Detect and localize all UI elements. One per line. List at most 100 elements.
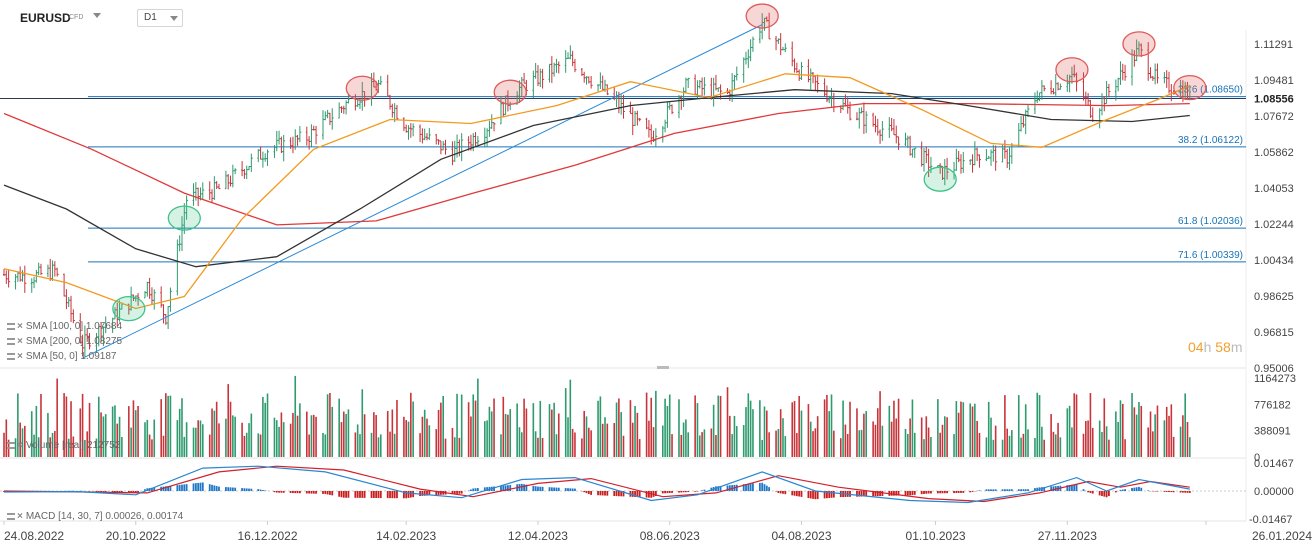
volume-bar xyxy=(888,405,891,457)
volume-bar xyxy=(1165,406,1168,457)
macd-histogram-bar xyxy=(1124,489,1126,491)
volume-bar xyxy=(195,427,197,457)
volume-bar xyxy=(1115,411,1117,457)
volume-bar xyxy=(412,401,414,457)
macd-histogram-bar xyxy=(904,491,907,496)
macd-histogram-bar xyxy=(1075,484,1078,491)
volume-bar xyxy=(745,407,747,457)
menu-icon[interactable] xyxy=(7,512,15,520)
volume-bar xyxy=(347,409,350,457)
macd-histogram-bar xyxy=(409,491,412,498)
macd-histogram-bar xyxy=(1184,491,1187,493)
macd-histogram-bar xyxy=(372,491,375,498)
pane-resize-handle[interactable] xyxy=(657,366,669,369)
volume-bar xyxy=(322,432,324,457)
legend-sma50[interactable]: × SMA [50, 0] 1.09187 xyxy=(7,351,116,362)
macd-signal-line xyxy=(3,465,1190,503)
volume-bar xyxy=(532,403,535,457)
macd-histogram-bar xyxy=(426,491,428,496)
volume-bar xyxy=(520,432,523,457)
symbol-dropdown-icon[interactable] xyxy=(93,13,101,18)
volume-bar xyxy=(472,394,475,457)
macd-histogram-bar xyxy=(1179,491,1182,493)
legend-volume[interactable]: × Volume [real] 212752 xyxy=(7,440,120,451)
volume-bar xyxy=(814,428,817,457)
macd-histogram-bar xyxy=(132,491,135,493)
macd-histogram-bar xyxy=(865,491,868,497)
volume-bar xyxy=(5,419,8,457)
volume-tick-label: 0 xyxy=(1254,452,1260,464)
legend-sma200-text: SMA [200, 0] 1.08275 xyxy=(25,336,123,347)
volume-bar xyxy=(897,398,900,457)
volume-bar xyxy=(37,437,40,457)
volume-bar xyxy=(21,428,24,457)
macd-histogram-bar xyxy=(606,491,609,496)
symbol-name[interactable]: EURUSD xyxy=(20,11,71,25)
legend-sma100[interactable]: × SMA [100, 0] 1.07684 xyxy=(7,321,122,332)
close-icon[interactable]: × xyxy=(17,336,23,347)
volume-bar xyxy=(1027,429,1029,457)
macd-histogram-bar xyxy=(215,486,218,491)
macd-histogram-bar xyxy=(969,491,972,493)
close-icon[interactable]: × xyxy=(17,321,23,332)
volume-bar xyxy=(823,399,826,457)
macd-histogram-bar xyxy=(812,491,814,499)
volume-bar xyxy=(687,432,690,457)
volume-bar xyxy=(213,410,216,457)
volume-bar xyxy=(354,432,357,457)
legend-sma200[interactable]: × SMA [200, 0] 1.08275 xyxy=(7,336,122,347)
macd-histogram-bar xyxy=(620,491,623,497)
volume-bar xyxy=(104,414,107,457)
volume-bar xyxy=(169,395,172,457)
volume-bar xyxy=(809,421,812,457)
volume-bar xyxy=(1186,422,1189,457)
volume-bar xyxy=(248,423,250,457)
volume-bar xyxy=(930,437,932,457)
timeframe-select[interactable]: D1 xyxy=(137,9,183,27)
menu-icon[interactable] xyxy=(7,441,15,449)
volume-bar xyxy=(1052,431,1055,457)
volume-bar xyxy=(128,406,130,457)
macd-histogram-bar xyxy=(100,491,102,492)
volume-bar xyxy=(553,402,555,457)
volume-bar xyxy=(839,438,842,457)
volume-bar xyxy=(618,398,620,457)
close-icon[interactable]: × xyxy=(17,351,23,362)
macd-histogram-bar xyxy=(1022,489,1025,491)
close-icon[interactable]: × xyxy=(17,440,23,451)
close-icon[interactable]: × xyxy=(17,511,23,522)
volume-bar xyxy=(937,399,939,457)
volume-bar xyxy=(474,400,477,457)
chevron-down-icon[interactable] xyxy=(170,16,178,21)
volume-bar xyxy=(1133,407,1136,457)
price-tick-label: 0.98625 xyxy=(1254,291,1294,303)
volume-bar xyxy=(759,400,761,457)
volume-bar xyxy=(292,412,294,457)
volume-bar xyxy=(282,422,285,457)
macd-histogram-bar xyxy=(971,491,974,492)
volume-bar xyxy=(1135,414,1138,457)
volume-bar xyxy=(534,431,537,457)
volume-bar xyxy=(557,413,560,457)
macd-histogram-bar xyxy=(645,491,648,498)
menu-icon[interactable] xyxy=(7,322,15,330)
volume-bar xyxy=(370,432,373,457)
volume-bar xyxy=(1050,414,1052,457)
volume-bar xyxy=(752,409,754,457)
macd-histogram-bar xyxy=(315,491,317,494)
macd-histogram-bar xyxy=(893,491,895,496)
macd-histogram-bar xyxy=(832,491,835,498)
volume-bar xyxy=(215,401,218,457)
volume-bar xyxy=(599,396,602,457)
legend-macd[interactable]: × MACD [14, 30, 7] 0.00026, 0.00174 xyxy=(7,511,183,522)
menu-icon[interactable] xyxy=(7,352,15,360)
volume-bar xyxy=(826,394,828,457)
volume-bar xyxy=(56,378,58,457)
volume-bar xyxy=(1098,420,1101,457)
macd-histogram-bar xyxy=(421,491,424,496)
menu-icon[interactable] xyxy=(7,337,15,345)
volume-bar xyxy=(1085,420,1087,457)
macd-histogram-bar xyxy=(768,487,771,491)
volume-bar xyxy=(379,434,382,457)
